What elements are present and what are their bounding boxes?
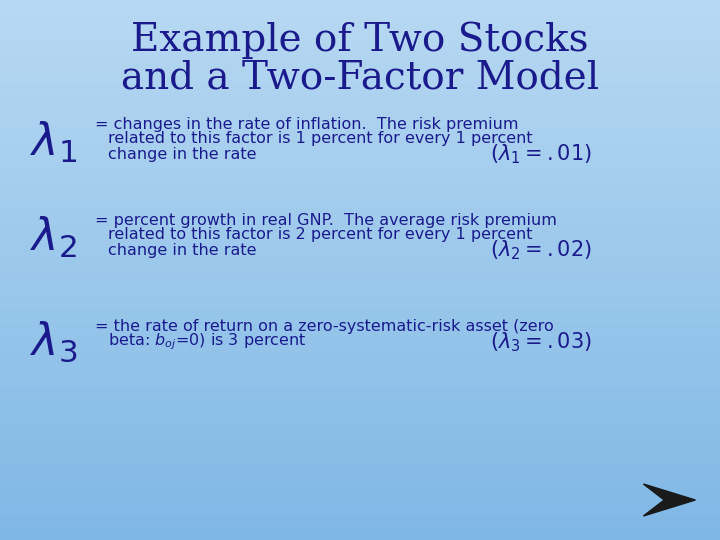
Text: = the rate of return on a zero-systematic-risk asset (zero: = the rate of return on a zero-systemati…	[95, 320, 554, 334]
Polygon shape	[644, 484, 696, 516]
Text: $(\lambda_2 =.02)$: $(\lambda_2 =.02)$	[490, 238, 592, 262]
Text: = percent growth in real GNP.  The average risk premium: = percent growth in real GNP. The averag…	[95, 213, 557, 227]
Text: related to this factor is 2 percent for every 1 percent: related to this factor is 2 percent for …	[108, 227, 533, 242]
Text: $\lambda_1$: $\lambda_1$	[30, 119, 77, 165]
Text: = changes in the rate of inflation.  The risk premium: = changes in the rate of inflation. The …	[95, 117, 518, 132]
Text: related to this factor is 1 percent for every 1 percent: related to this factor is 1 percent for …	[108, 132, 533, 146]
Text: $(\lambda_1 =.01)$: $(\lambda_1 =.01)$	[490, 142, 592, 166]
Text: $\lambda_3$: $\lambda_3$	[30, 320, 78, 365]
Text: and a Two-Factor Model: and a Two-Factor Model	[121, 59, 599, 97]
Text: change in the rate: change in the rate	[108, 146, 256, 161]
Text: beta: $b_{oj}$=0) is 3 percent: beta: $b_{oj}$=0) is 3 percent	[108, 332, 307, 352]
Text: $\lambda_2$: $\lambda_2$	[30, 214, 77, 260]
Text: change in the rate: change in the rate	[108, 242, 256, 258]
Text: Example of Two Stocks: Example of Two Stocks	[131, 21, 589, 59]
Text: $(\lambda_3 =.03)$: $(\lambda_3 =.03)$	[490, 330, 592, 354]
